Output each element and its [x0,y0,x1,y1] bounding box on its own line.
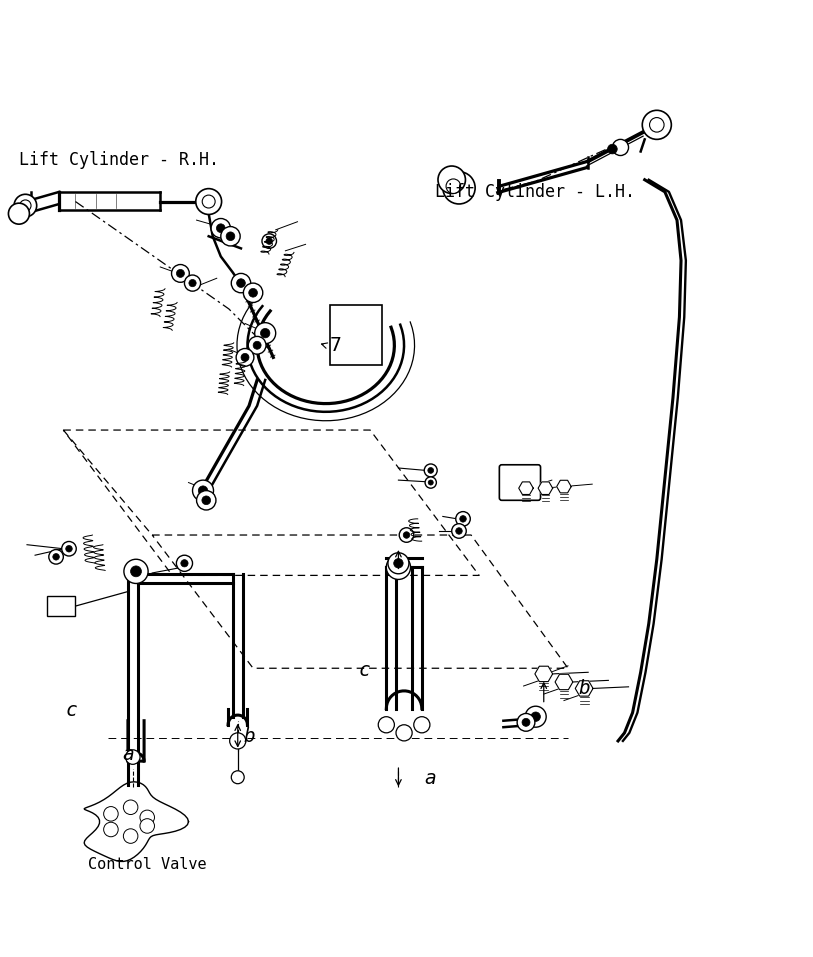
Circle shape [459,516,467,523]
Circle shape [176,555,193,571]
Circle shape [607,145,617,154]
Polygon shape [576,680,593,696]
Circle shape [266,238,272,244]
Circle shape [131,566,141,577]
Circle shape [198,486,208,496]
Text: Lift Cylinder - L.H.: Lift Cylinder - L.H. [435,183,635,201]
Circle shape [414,717,430,733]
Circle shape [531,712,541,722]
Circle shape [237,278,246,287]
Circle shape [248,337,266,354]
Circle shape [399,527,414,543]
Circle shape [525,706,546,727]
Circle shape [452,523,466,538]
Circle shape [522,719,530,726]
Polygon shape [519,482,533,495]
Circle shape [140,811,154,825]
Circle shape [396,724,412,741]
Bar [47,595,76,615]
Circle shape [456,527,463,534]
Circle shape [202,496,211,504]
Circle shape [650,118,664,132]
Circle shape [202,195,215,208]
Text: b: b [579,679,590,698]
Circle shape [443,171,475,204]
Polygon shape [557,480,572,493]
Circle shape [642,110,672,140]
Circle shape [249,288,258,297]
Text: a: a [424,769,436,789]
Circle shape [260,328,270,338]
Circle shape [424,464,437,477]
Circle shape [241,353,249,362]
Circle shape [189,279,196,287]
Circle shape [236,348,254,367]
Circle shape [254,323,276,344]
Circle shape [49,549,63,564]
Text: c: c [358,661,370,680]
Circle shape [176,270,185,278]
Circle shape [193,480,214,501]
Text: Control Valve: Control Valve [88,857,207,872]
Circle shape [438,166,466,193]
Circle shape [221,227,240,246]
Circle shape [180,560,188,567]
Circle shape [53,553,59,560]
Circle shape [226,232,235,240]
Circle shape [62,542,76,556]
Circle shape [243,283,263,302]
Circle shape [103,822,118,836]
Circle shape [140,818,154,834]
Polygon shape [535,666,553,681]
Circle shape [125,749,140,765]
Text: a: a [122,746,134,764]
Circle shape [393,562,404,573]
Circle shape [196,189,222,214]
Circle shape [517,714,535,731]
Circle shape [197,491,216,510]
Circle shape [386,555,411,579]
Circle shape [124,829,138,843]
Text: b: b [243,727,255,746]
Circle shape [229,733,246,749]
Bar [330,305,382,366]
Circle shape [388,553,409,574]
Polygon shape [538,482,553,495]
Circle shape [428,480,433,485]
Text: 7: 7 [330,336,341,355]
Circle shape [231,770,244,784]
Circle shape [612,140,628,156]
Circle shape [231,274,250,293]
Circle shape [185,275,201,291]
Circle shape [20,200,31,211]
Circle shape [393,559,403,568]
Circle shape [172,264,189,282]
Circle shape [262,234,276,249]
Circle shape [211,218,230,238]
Circle shape [456,512,470,526]
Polygon shape [555,675,573,690]
Polygon shape [85,782,189,861]
FancyBboxPatch shape [499,465,541,501]
Circle shape [14,194,37,217]
Circle shape [124,559,148,584]
Circle shape [66,545,72,552]
Circle shape [425,477,437,488]
Circle shape [378,717,394,733]
Text: Lift Cylinder - R.H.: Lift Cylinder - R.H. [19,150,219,168]
Circle shape [216,224,225,233]
Circle shape [403,532,410,538]
Circle shape [253,342,261,349]
Text: c: c [66,701,77,720]
Circle shape [446,179,461,193]
Circle shape [103,807,118,821]
Circle shape [428,468,433,474]
Circle shape [8,203,29,224]
Circle shape [124,800,138,814]
